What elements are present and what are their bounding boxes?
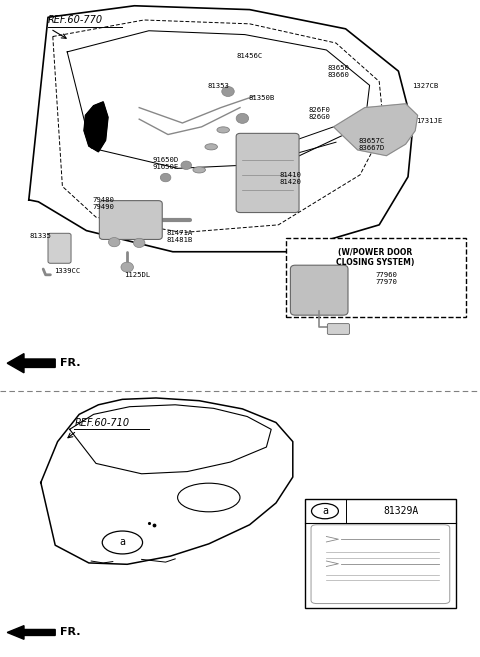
Text: 1125DL: 1125DL	[124, 272, 150, 278]
Circle shape	[133, 238, 145, 248]
Text: 83657C
83667D: 83657C 83667D	[359, 137, 385, 150]
FancyBboxPatch shape	[48, 233, 71, 263]
Ellipse shape	[217, 127, 229, 133]
Text: 81410
81420: 81410 81420	[279, 172, 301, 185]
Circle shape	[181, 161, 192, 170]
Text: 81350B: 81350B	[249, 95, 275, 101]
Text: 79480
79490: 79480 79490	[92, 197, 114, 210]
Circle shape	[160, 173, 171, 182]
FancyBboxPatch shape	[305, 499, 456, 608]
FancyBboxPatch shape	[311, 525, 450, 604]
FancyArrow shape	[7, 353, 55, 373]
Text: REF.60-770: REF.60-770	[48, 15, 103, 25]
Text: 81456C: 81456C	[237, 53, 263, 58]
Text: 81335: 81335	[30, 233, 52, 239]
Ellipse shape	[205, 144, 217, 150]
Circle shape	[236, 114, 249, 124]
Text: 81471A
81481B: 81471A 81481B	[167, 230, 193, 243]
Text: 1731JE: 1731JE	[417, 118, 443, 124]
FancyBboxPatch shape	[99, 200, 162, 239]
Text: 77960
77970: 77960 77970	[375, 272, 397, 285]
Text: 81353: 81353	[207, 83, 229, 89]
Text: a: a	[322, 506, 328, 516]
Text: FR.: FR.	[60, 358, 81, 368]
FancyArrow shape	[7, 625, 55, 639]
Text: a: a	[120, 537, 125, 547]
Circle shape	[108, 238, 120, 247]
Text: (W/POWER DOOR
CLOSING SYSTEM): (W/POWER DOOR CLOSING SYSTEM)	[336, 248, 415, 267]
Text: 81329A: 81329A	[383, 506, 419, 516]
Circle shape	[222, 87, 234, 97]
Text: FR.: FR.	[60, 627, 81, 637]
Text: 91650D
91650E: 91650D 91650E	[153, 157, 179, 170]
FancyBboxPatch shape	[236, 133, 299, 213]
FancyBboxPatch shape	[286, 238, 466, 317]
Text: 83650
83660: 83650 83660	[327, 64, 349, 78]
Polygon shape	[334, 104, 418, 156]
Text: REF.60-710: REF.60-710	[74, 418, 130, 428]
FancyBboxPatch shape	[290, 265, 348, 315]
Circle shape	[121, 262, 133, 272]
Text: 826F0
826G0: 826F0 826G0	[308, 107, 330, 120]
Text: 1327CB: 1327CB	[412, 83, 438, 89]
FancyBboxPatch shape	[327, 324, 349, 334]
Polygon shape	[84, 102, 108, 152]
Ellipse shape	[193, 167, 205, 173]
Text: 1339CC: 1339CC	[54, 268, 80, 274]
